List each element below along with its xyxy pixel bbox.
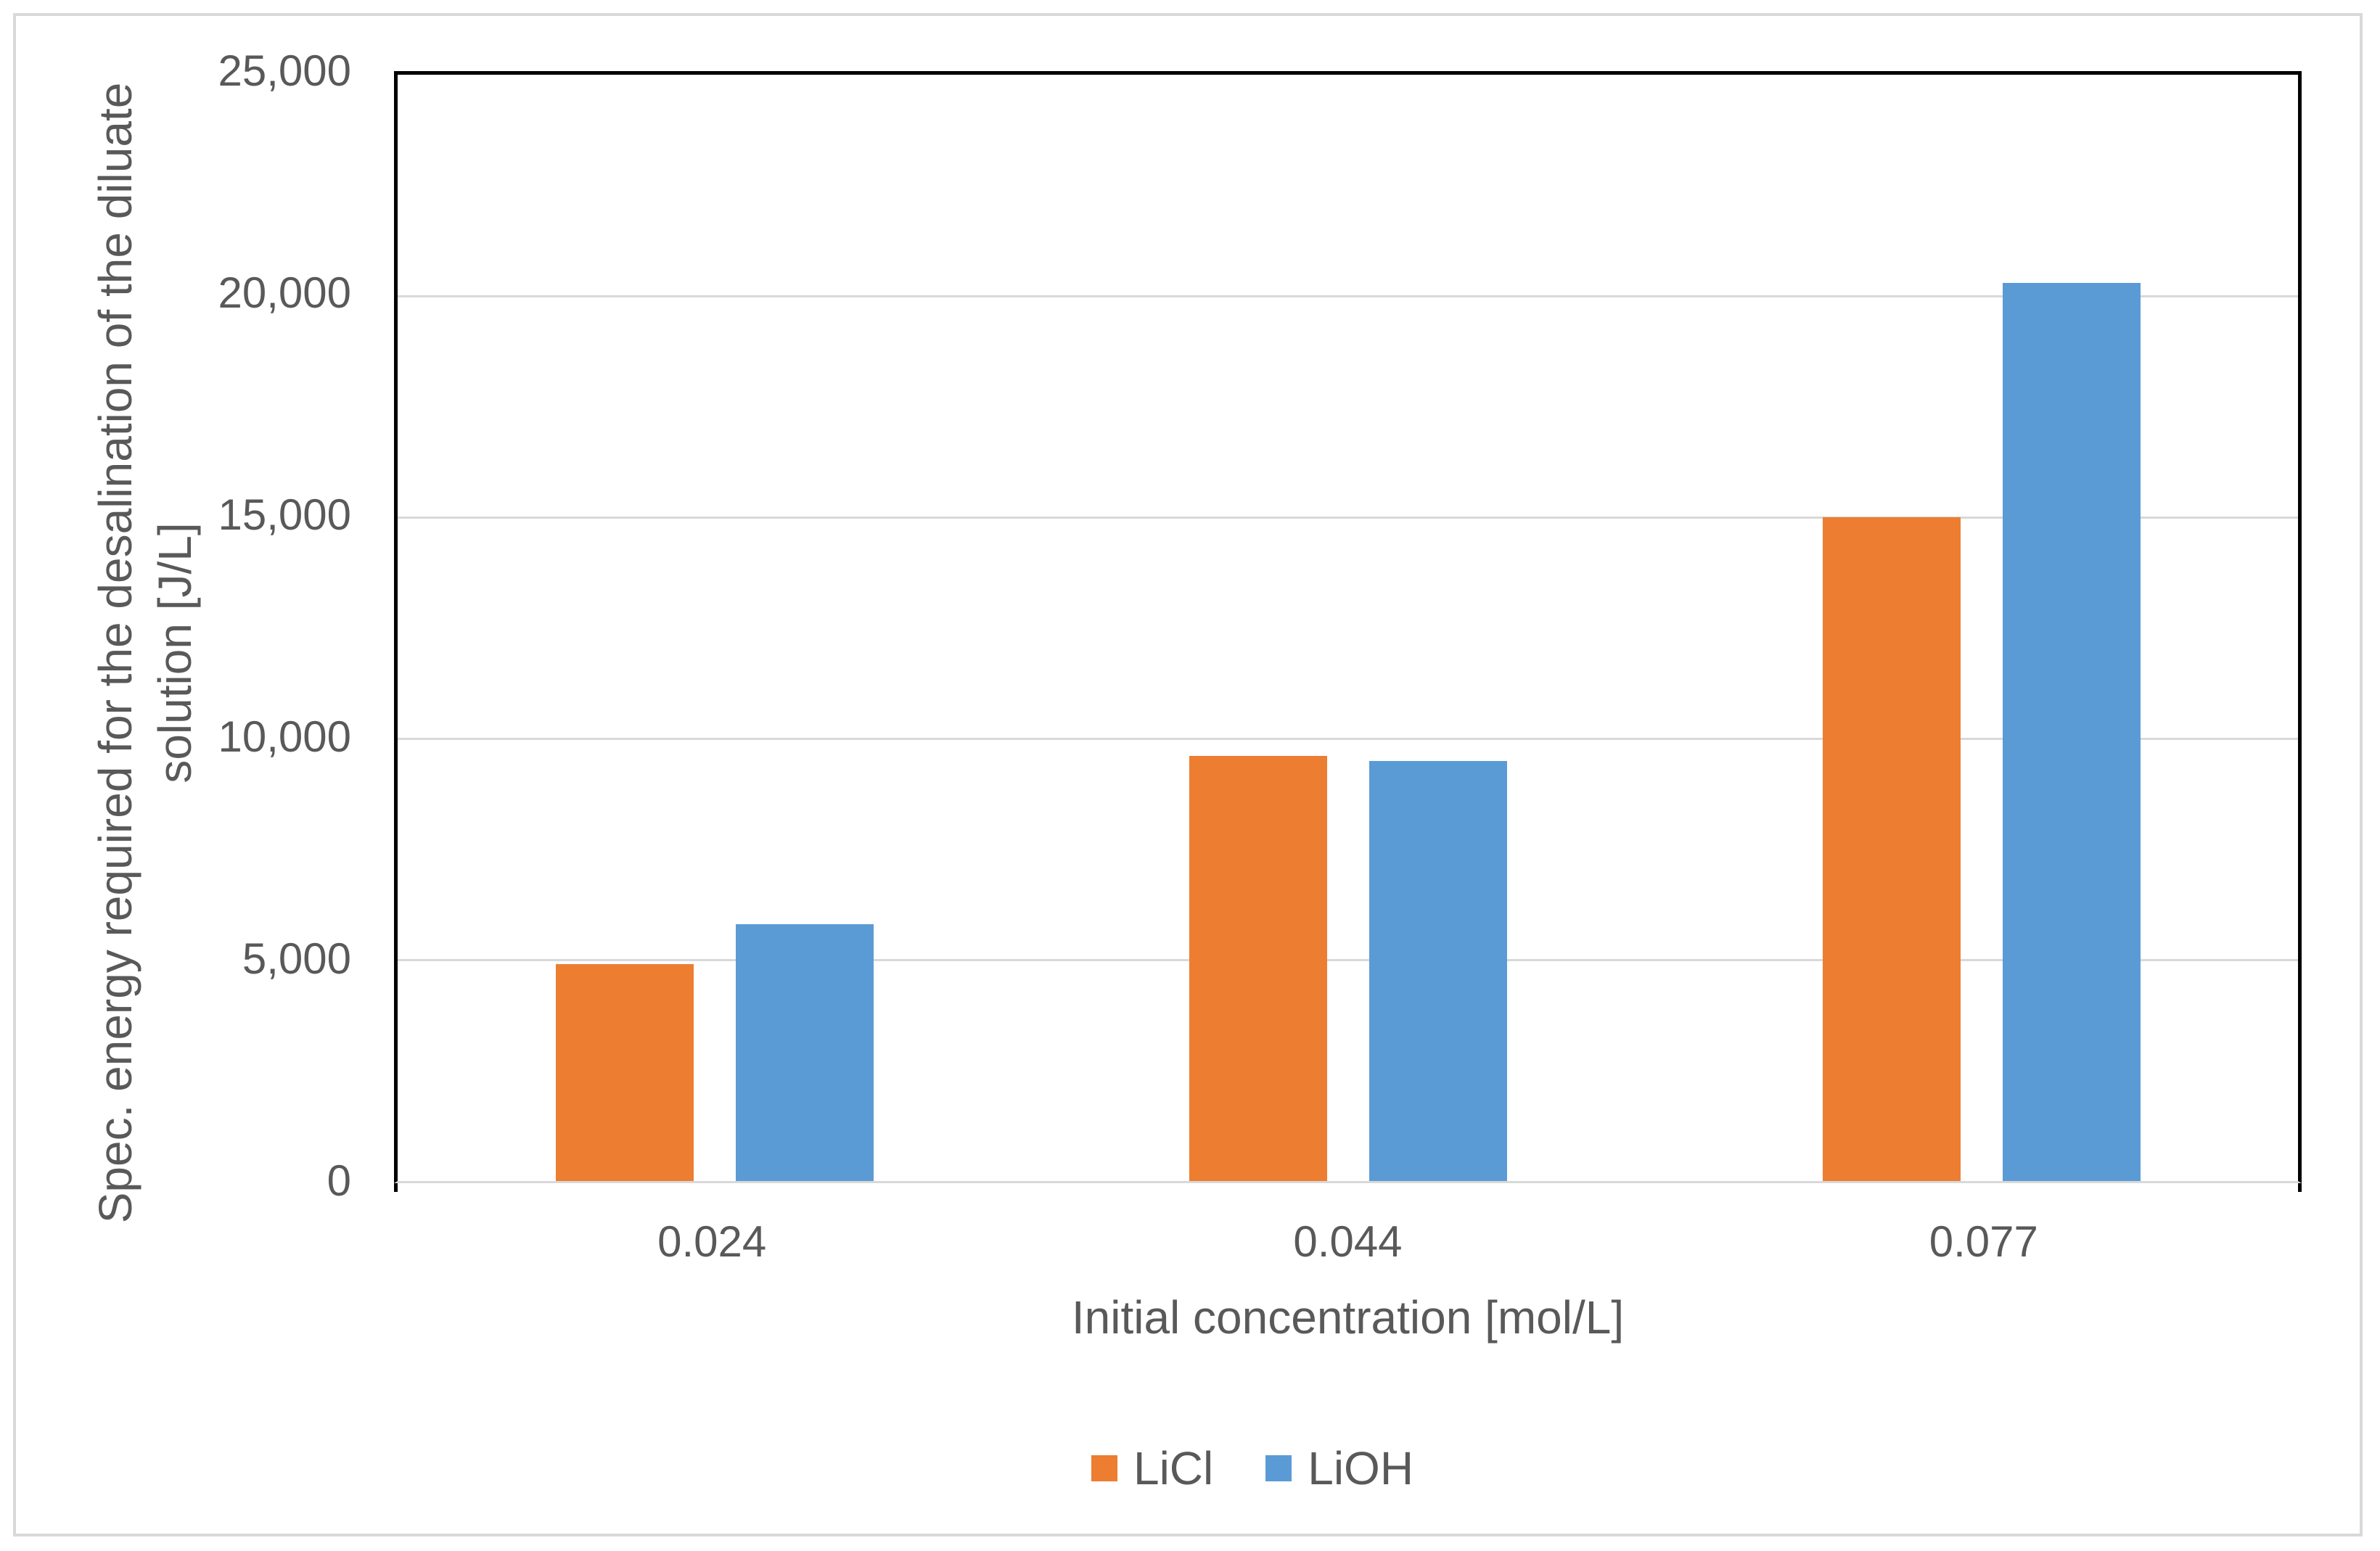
bar-lioh-0.024 [735,924,874,1181]
gridline [398,295,2298,297]
y-axis-title: Spec. energy required for the desalinati… [86,83,205,1224]
bar-licl-0.077 [1822,517,1961,1181]
gridline [398,738,2298,740]
y-tick-label: 15,000 [218,490,351,539]
legend-label: LiOH [1308,1442,1414,1494]
y-axis-title-line1: Spec. energy required for the desalinati… [89,82,141,1224]
figure-border [13,13,2363,1536]
y-tick-label: 0 [327,1156,351,1205]
left-axis-tick [394,1183,398,1192]
x-tick-label: 0.077 [1929,1217,2038,1266]
legend-swatch-licl [1091,1455,1117,1481]
legend-swatch-lioh [1265,1455,1292,1481]
y-axis-title-line2: solution [J/L] [149,522,201,783]
legend: LiCl LiOH [125,1444,2380,1493]
legend-label: LiCl [1133,1442,1214,1494]
bar-lioh-0.044 [1368,760,1507,1181]
y-tick-label: 5,000 [242,934,351,983]
right-axis-tick [2298,1183,2302,1192]
gridline [398,517,2298,519]
bar-groups [398,75,2298,1181]
plot-area [394,71,2302,1183]
bar-lioh-0.077 [2002,282,2141,1181]
category-group-0.044 [1031,75,1665,1181]
x-axis-tick-labels: 0.024 0.044 0.077 [394,1217,2302,1267]
x-axis-title: Initial concentration [mol/L] [1071,1291,1625,1344]
y-tick-label: 20,000 [218,268,351,317]
gridline [398,959,2298,961]
bar-licl-0.024 [555,964,694,1181]
y-tick-label: 10,000 [218,712,351,761]
category-group-0.077 [1665,75,2298,1181]
x-tick-label: 0.024 [657,1217,767,1266]
bar-licl-0.044 [1189,756,1327,1181]
x-tick-label: 0.044 [1293,1217,1403,1266]
legend-item-licl: LiCl [1091,1444,1213,1493]
legend-item-lioh: LiOH [1265,1444,1413,1493]
y-tick-label: 25,000 [218,46,351,95]
category-group-0.024 [398,75,1031,1181]
